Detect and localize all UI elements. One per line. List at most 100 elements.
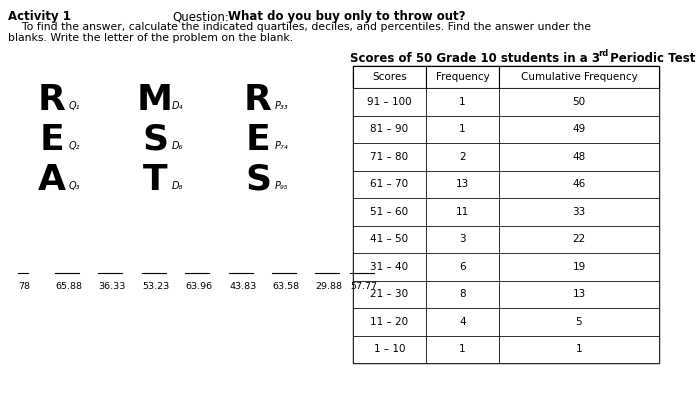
Text: 65.88: 65.88	[55, 282, 82, 291]
Text: Periodic Test: Periodic Test	[606, 52, 696, 65]
Bar	[353, 281, 426, 308]
Text: Scores: Scores	[372, 72, 407, 82]
Bar	[499, 143, 659, 171]
Bar	[499, 66, 659, 88]
Text: Question:: Question:	[172, 10, 229, 23]
Text: D₆: D₆	[172, 141, 183, 151]
Text: 29.88: 29.88	[315, 282, 342, 291]
Text: T: T	[143, 163, 167, 197]
Bar	[499, 116, 659, 143]
Text: 57.77: 57.77	[350, 282, 377, 291]
Bar	[353, 308, 426, 336]
Text: 1: 1	[459, 344, 466, 354]
Text: 51 – 60: 51 – 60	[370, 207, 408, 217]
Text: 3: 3	[459, 234, 466, 244]
Bar	[426, 226, 499, 253]
Text: 1: 1	[459, 124, 466, 134]
Text: Scores of 50 Grade 10 students in a 3: Scores of 50 Grade 10 students in a 3	[350, 52, 600, 65]
Text: Q₂: Q₂	[69, 141, 80, 151]
Bar	[426, 143, 499, 171]
Bar	[499, 171, 659, 198]
Text: Q₃: Q₃	[69, 181, 80, 191]
Text: 78: 78	[18, 282, 30, 291]
Text: 81 – 90: 81 – 90	[370, 124, 408, 134]
Bar	[499, 253, 659, 281]
Bar	[353, 143, 426, 171]
Text: 22: 22	[572, 234, 586, 244]
Text: P₃₃: P₃₃	[275, 101, 289, 111]
Text: rd: rd	[598, 49, 608, 58]
Bar	[353, 66, 659, 363]
Bar	[499, 336, 659, 363]
Bar	[426, 308, 499, 336]
Text: 13: 13	[572, 289, 586, 299]
Text: 43.83: 43.83	[229, 282, 257, 291]
Text: 8: 8	[459, 289, 466, 299]
Bar	[499, 281, 659, 308]
Text: E: E	[40, 123, 64, 157]
Text: M: M	[137, 83, 173, 117]
Text: 1 – 10: 1 – 10	[374, 344, 405, 354]
Bar	[353, 226, 426, 253]
Text: R: R	[244, 83, 272, 117]
Bar	[353, 116, 426, 143]
Text: S: S	[245, 163, 271, 197]
Bar	[499, 198, 659, 226]
Bar	[353, 171, 426, 198]
Text: 46: 46	[572, 179, 586, 189]
Text: 11 – 20: 11 – 20	[370, 317, 408, 327]
Bar	[426, 66, 499, 88]
Text: 4: 4	[459, 317, 466, 327]
Text: 19: 19	[572, 262, 586, 272]
Text: P₉₅: P₉₅	[275, 181, 289, 191]
Text: 63.96: 63.96	[185, 282, 212, 291]
Bar	[353, 253, 426, 281]
Text: 5: 5	[576, 317, 582, 327]
Bar	[426, 336, 499, 363]
Text: What do you buy only to throw out?: What do you buy only to throw out?	[228, 10, 466, 23]
Text: 11: 11	[456, 207, 469, 217]
Text: 1: 1	[576, 344, 582, 354]
Bar	[426, 253, 499, 281]
Text: Q₁: Q₁	[69, 101, 80, 111]
Text: 49: 49	[572, 124, 586, 134]
Text: 48: 48	[572, 152, 586, 162]
Bar	[426, 198, 499, 226]
Text: 63.58: 63.58	[272, 282, 299, 291]
Text: 36.33: 36.33	[98, 282, 125, 291]
Text: Frequency: Frequency	[435, 72, 489, 82]
Text: Cumulative Frequency: Cumulative Frequency	[521, 72, 637, 82]
Bar	[426, 171, 499, 198]
Text: P₇₄: P₇₄	[275, 141, 289, 151]
Bar	[426, 281, 499, 308]
Text: 71 – 80: 71 – 80	[370, 152, 408, 162]
Bar	[353, 88, 426, 116]
Text: 50: 50	[572, 97, 586, 107]
Text: 61 – 70: 61 – 70	[370, 179, 408, 189]
Text: 91 – 100: 91 – 100	[367, 97, 412, 107]
Text: blanks. Write the letter of the problem on the blank.: blanks. Write the letter of the problem …	[8, 33, 293, 43]
Bar	[499, 308, 659, 336]
Text: 2: 2	[459, 152, 466, 162]
Text: D₄: D₄	[172, 101, 183, 111]
Text: A: A	[38, 163, 66, 197]
Text: 21 – 30: 21 – 30	[370, 289, 408, 299]
Text: S: S	[142, 123, 168, 157]
Text: To find the answer, calculate the indicated quartiles, deciles, and percentiles.: To find the answer, calculate the indica…	[8, 22, 591, 32]
Text: D₈: D₈	[172, 181, 183, 191]
Text: R: R	[38, 83, 66, 117]
Text: 13: 13	[456, 179, 469, 189]
Text: E: E	[245, 123, 271, 157]
Text: 31 – 40: 31 – 40	[370, 262, 408, 272]
Bar	[426, 88, 499, 116]
Bar	[426, 116, 499, 143]
Bar	[353, 66, 426, 88]
Bar	[499, 88, 659, 116]
Bar	[353, 336, 426, 363]
Text: 1: 1	[459, 97, 466, 107]
Text: 6: 6	[459, 262, 466, 272]
Text: 33: 33	[572, 207, 586, 217]
Text: 41 – 50: 41 – 50	[370, 234, 408, 244]
Text: Activity 1: Activity 1	[8, 10, 71, 23]
Bar	[499, 226, 659, 253]
